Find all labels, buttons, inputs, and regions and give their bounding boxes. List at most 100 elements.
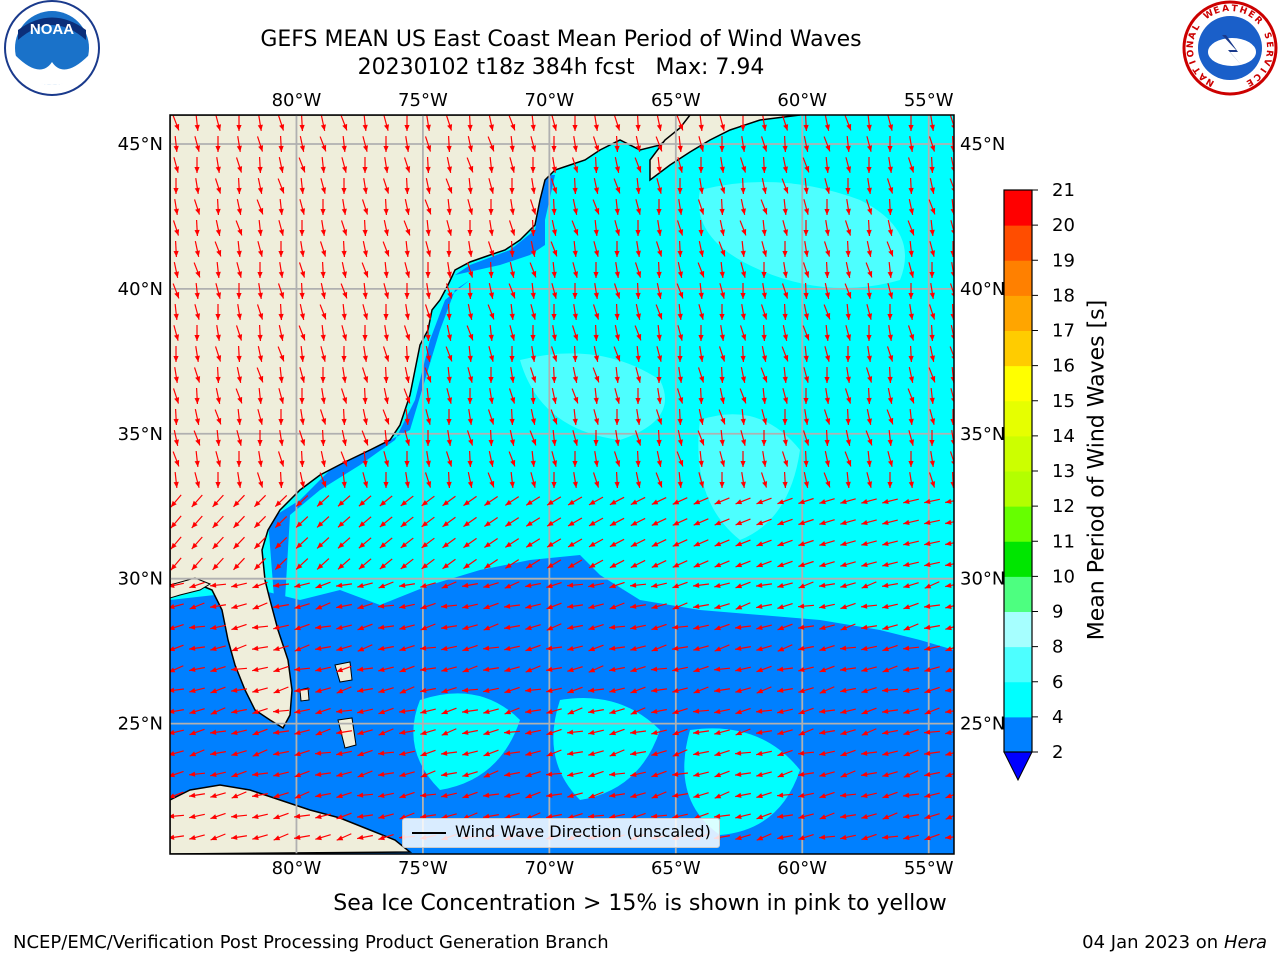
wave-arrow xyxy=(714,644,730,652)
wave-arrow xyxy=(819,603,835,609)
wave-arrow xyxy=(425,156,431,174)
wave-arrow xyxy=(462,791,478,799)
wave-arrow xyxy=(420,770,436,778)
lon-tick-label: 55°W xyxy=(904,858,954,879)
wave-arrow xyxy=(861,624,877,630)
wave-arrow xyxy=(656,324,662,342)
wave-arrow xyxy=(215,325,221,341)
wave-arrow xyxy=(319,409,327,425)
wave-arrow xyxy=(273,812,289,820)
wave-arrow xyxy=(383,198,389,216)
wave-arrow xyxy=(782,135,788,153)
wave-arrow xyxy=(861,686,877,694)
wave-arrow xyxy=(609,517,625,527)
wave-arrow xyxy=(278,303,284,321)
wave-arrow xyxy=(572,262,579,278)
wave-arrow xyxy=(362,115,368,132)
wave-arrow xyxy=(777,497,793,505)
wave-arrow xyxy=(530,346,536,362)
wave-arrow xyxy=(886,346,894,362)
wave-arrow xyxy=(592,304,600,320)
wave-arrow xyxy=(782,366,788,384)
wave-arrow xyxy=(215,136,221,152)
wave-arrow xyxy=(467,450,473,468)
wave-arrow xyxy=(819,540,835,547)
wave-arrow xyxy=(929,262,935,278)
wave-arrow xyxy=(484,517,498,527)
wave-arrow xyxy=(866,472,873,488)
wave-arrow xyxy=(299,282,305,300)
wave-arrow xyxy=(845,430,851,446)
wave-arrow xyxy=(400,558,414,570)
wave-arrow xyxy=(950,157,954,173)
wave-arrow xyxy=(404,240,410,258)
wave-arrow xyxy=(488,451,494,467)
wave-arrow xyxy=(320,199,326,215)
wave-arrow xyxy=(566,582,584,588)
wave-arrow xyxy=(530,325,536,341)
wave-arrow xyxy=(572,304,578,320)
wave-arrow xyxy=(719,136,725,152)
wave-arrow xyxy=(588,791,604,799)
wave-arrow xyxy=(739,220,747,236)
wave-arrow xyxy=(672,602,688,610)
wave-arrow xyxy=(337,558,351,570)
wave-arrow xyxy=(383,304,389,320)
wave-arrow xyxy=(845,262,851,278)
wave-arrow xyxy=(592,367,600,383)
wave-arrow xyxy=(504,496,520,506)
wave-arrow xyxy=(761,451,767,467)
wave-arrow xyxy=(776,813,794,819)
lat-tick-label: 45°N xyxy=(118,134,163,155)
wave-arrow xyxy=(929,115,935,131)
wave-arrow xyxy=(189,708,205,715)
wave-arrow xyxy=(231,603,247,610)
wave-arrow xyxy=(613,178,621,194)
wave-arrow xyxy=(929,283,935,299)
wave-arrow xyxy=(756,603,772,609)
colorbar-bin xyxy=(1004,506,1032,542)
wave-arrow xyxy=(551,325,557,341)
wave-arrow xyxy=(420,582,436,589)
wave-arrow xyxy=(881,708,899,714)
wave-arrow xyxy=(840,498,856,505)
wave-arrow xyxy=(509,199,515,215)
colorbar-tick-label: 20 xyxy=(1052,215,1075,236)
wave-arrow xyxy=(379,495,393,507)
wave-arrow xyxy=(635,472,641,488)
wave-arrow xyxy=(377,603,395,609)
wave-arrow xyxy=(294,644,310,652)
wave-arrow xyxy=(273,771,289,778)
wave-arrow xyxy=(781,283,789,299)
wave-arrow xyxy=(693,792,709,799)
wave-arrow xyxy=(278,366,284,384)
wave-arrow xyxy=(530,409,536,425)
colorbar-bin xyxy=(1004,576,1032,612)
wave-arrow xyxy=(928,472,936,488)
colorbar-bin xyxy=(1004,435,1032,472)
footer-host: Hera xyxy=(1223,932,1267,953)
wave-arrow xyxy=(256,367,264,383)
wave-arrow xyxy=(420,813,436,819)
wave-arrow xyxy=(257,262,263,278)
wave-arrow xyxy=(924,540,940,546)
wave-arrow xyxy=(635,450,641,468)
wave-arrow xyxy=(253,557,267,571)
wave-arrow xyxy=(236,136,242,152)
wave-arrow xyxy=(865,430,873,446)
wave-arrow xyxy=(236,430,243,446)
wave-arrow xyxy=(819,812,835,820)
land-mass xyxy=(299,687,310,702)
colorbar-bin xyxy=(1004,681,1032,718)
wave-arrow xyxy=(845,408,851,426)
wave-arrow xyxy=(236,304,242,320)
wave-arrow xyxy=(798,687,814,694)
wave-arrow xyxy=(233,536,245,550)
wave-arrow xyxy=(630,750,646,756)
wave-arrow xyxy=(761,241,768,257)
lon-tick-label: 60°W xyxy=(777,858,827,879)
wave-arrow xyxy=(588,623,604,631)
wave-arrow xyxy=(194,241,200,257)
wave-arrow xyxy=(908,430,915,446)
wave-arrow xyxy=(378,771,394,777)
